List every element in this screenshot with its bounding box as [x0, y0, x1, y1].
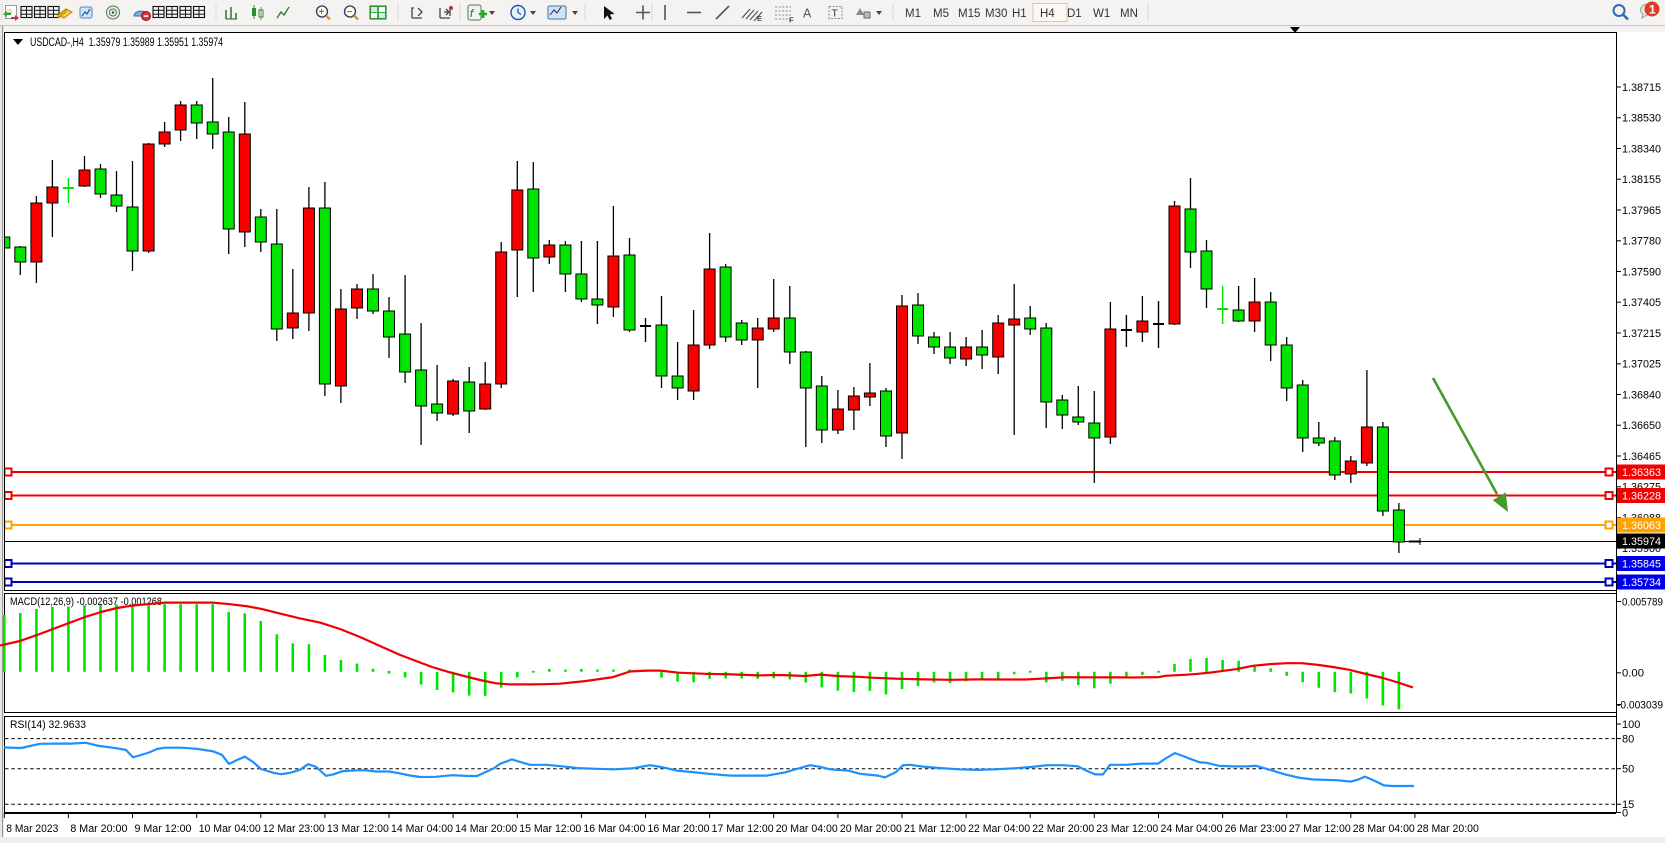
- svg-text:1: 1: [1649, 3, 1656, 17]
- svg-text:0.005789: 0.005789: [1622, 596, 1663, 608]
- svg-text:28 Mar 04:00: 28 Mar 04:00: [1353, 823, 1415, 835]
- svg-text:15 Mar 12:00: 15 Mar 12:00: [519, 823, 581, 835]
- svg-text:+: +: [319, 7, 325, 18]
- svg-text:10 Mar 04:00: 10 Mar 04:00: [199, 823, 261, 835]
- svg-text:1.38715: 1.38715: [1622, 82, 1661, 94]
- svg-text:f: f: [470, 8, 474, 20]
- svg-text:H4: H4: [1040, 8, 1055, 20]
- svg-text:1.36840: 1.36840: [1622, 389, 1661, 401]
- svg-text:27 Mar 12:00: 27 Mar 12:00: [1289, 823, 1351, 835]
- svg-text:8 Mar 2023: 8 Mar 2023: [6, 823, 58, 835]
- svg-text:26 Mar 23:00: 26 Mar 23:00: [1225, 823, 1287, 835]
- svg-text:22 Mar 04:00: 22 Mar 04:00: [968, 823, 1030, 835]
- svg-text:100: 100: [1622, 719, 1640, 731]
- svg-text:1.36063: 1.36063: [1622, 520, 1661, 532]
- svg-text:1.37215: 1.37215: [1622, 328, 1661, 340]
- svg-text:0: 0: [1622, 807, 1628, 819]
- svg-text:1.38530: 1.38530: [1622, 113, 1661, 125]
- svg-text:W1: W1: [1093, 8, 1110, 20]
- svg-text:13 Mar 12:00: 13 Mar 12:00: [327, 823, 389, 835]
- svg-text:16 Mar 20:00: 16 Mar 20:00: [648, 823, 710, 835]
- svg-text:1.38340: 1.38340: [1622, 143, 1661, 155]
- svg-text:23 Mar 12:00: 23 Mar 12:00: [1096, 823, 1158, 835]
- svg-text:1.35974: 1.35974: [1622, 536, 1661, 548]
- svg-text:20 Mar 04:00: 20 Mar 04:00: [776, 823, 838, 835]
- svg-text:1.37780: 1.37780: [1622, 236, 1661, 248]
- svg-text:22 Mar 20:00: 22 Mar 20:00: [1032, 823, 1094, 835]
- svg-text:M5: M5: [933, 8, 949, 20]
- svg-text:1.36363: 1.36363: [1622, 467, 1661, 479]
- svg-text:H1: H1: [1012, 8, 1027, 20]
- svg-text:T: T: [832, 8, 839, 20]
- svg-text:RSI(14) 32.9633: RSI(14) 32.9633: [10, 719, 86, 731]
- svg-text:MACD(12,26,9) -0.002637 -0.001: MACD(12,26,9) -0.002637 -0.001268: [10, 596, 162, 608]
- svg-text:D1: D1: [1067, 8, 1082, 20]
- svg-text:24 Mar 04:00: 24 Mar 04:00: [1161, 823, 1223, 835]
- svg-text:16 Mar 04:00: 16 Mar 04:00: [583, 823, 645, 835]
- svg-text:1.37025: 1.37025: [1622, 359, 1661, 371]
- svg-text:USDCAD-,H4 1.35979 1.35989 1.: USDCAD-,H4 1.35979 1.35989 1.35951 1.359…: [30, 37, 223, 49]
- svg-text:20 Mar 20:00: 20 Mar 20:00: [840, 823, 902, 835]
- svg-text:1.37965: 1.37965: [1622, 205, 1661, 217]
- svg-text:9 Mar 12:00: 9 Mar 12:00: [135, 823, 192, 835]
- svg-text:15: 15: [1622, 799, 1634, 811]
- svg-text:1.36650: 1.36650: [1622, 420, 1661, 432]
- svg-text:M15: M15: [958, 8, 980, 20]
- svg-text:F: F: [789, 16, 794, 25]
- svg-text:14 Mar 04:00: 14 Mar 04:00: [391, 823, 453, 835]
- svg-text:A: A: [803, 7, 812, 21]
- svg-text:80: 80: [1622, 733, 1634, 745]
- svg-text:0.00: 0.00: [1622, 668, 1644, 680]
- svg-text:1.36465: 1.36465: [1622, 451, 1661, 463]
- svg-text:1.37405: 1.37405: [1622, 297, 1661, 309]
- svg-text:50: 50: [1622, 764, 1634, 776]
- svg-text:M1: M1: [905, 8, 921, 20]
- svg-text:12 Mar 23:00: 12 Mar 23:00: [263, 823, 325, 835]
- svg-text:MN: MN: [1120, 8, 1138, 20]
- svg-text:21 Mar 12:00: 21 Mar 12:00: [904, 823, 966, 835]
- svg-text:E: E: [757, 14, 762, 23]
- svg-text:17 Mar 12:00: 17 Mar 12:00: [712, 823, 774, 835]
- svg-text:-0.003039: -0.003039: [1617, 699, 1663, 711]
- svg-text:−: −: [347, 7, 353, 18]
- svg-text:1.36228: 1.36228: [1622, 491, 1661, 503]
- svg-text:28 Mar 20:00: 28 Mar 20:00: [1417, 823, 1479, 835]
- svg-text:8 Mar 20:00: 8 Mar 20:00: [70, 823, 127, 835]
- svg-text:M30: M30: [985, 8, 1007, 20]
- svg-text:1.37590: 1.37590: [1622, 266, 1661, 278]
- svg-text:1.38155: 1.38155: [1622, 174, 1661, 186]
- svg-text:14 Mar 20:00: 14 Mar 20:00: [455, 823, 517, 835]
- svg-text:1.35845: 1.35845: [1622, 559, 1661, 571]
- svg-text:1.35734: 1.35734: [1622, 577, 1661, 589]
